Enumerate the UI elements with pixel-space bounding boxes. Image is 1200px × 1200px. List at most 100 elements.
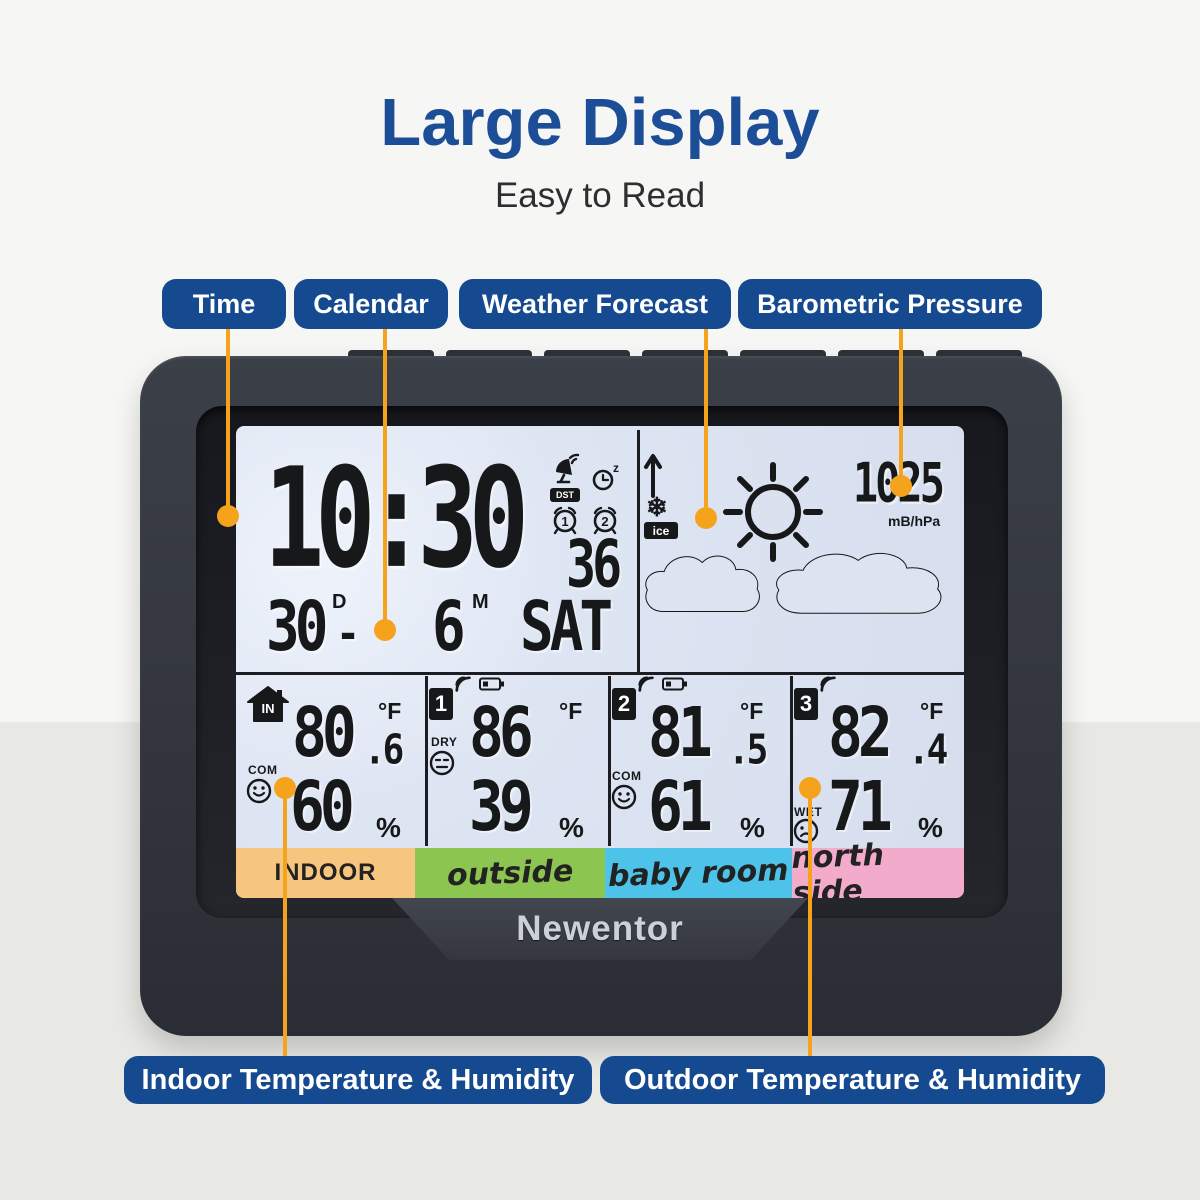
percent-sign: % bbox=[376, 812, 401, 843]
ice-badge: ice bbox=[644, 522, 678, 539]
connector-dot-forecast bbox=[695, 507, 717, 529]
temp-unit: °F bbox=[378, 698, 402, 724]
sensor-panel-channel-3: 3 82 °F .4 WET 71 % bbox=[790, 672, 964, 848]
sun-icon bbox=[723, 462, 823, 562]
connector-line-indoor bbox=[283, 788, 287, 1058]
temp-value: 82 bbox=[828, 692, 893, 773]
connector-dot-outdoor bbox=[799, 777, 821, 799]
cloud-icon bbox=[646, 556, 760, 611]
connector-dot-calendar bbox=[374, 619, 396, 641]
callout-time: Time bbox=[162, 279, 286, 329]
tag-baby-room-label: baby room bbox=[607, 852, 790, 894]
happy-face-icon bbox=[246, 778, 272, 804]
panel-divider bbox=[790, 676, 793, 846]
connector-line-time bbox=[226, 327, 230, 516]
page-subtitle: Easy to Read bbox=[494, 176, 706, 215]
page-title: Large Display bbox=[380, 85, 820, 160]
date-day-unit: D bbox=[332, 591, 347, 613]
trend-up-icon bbox=[644, 454, 662, 498]
battery-icon bbox=[479, 677, 504, 691]
humidity-value: 60 bbox=[290, 766, 355, 847]
date-month: 6 bbox=[432, 587, 466, 668]
pressure-value: 1025 bbox=[834, 455, 945, 511]
tag-indoor-label: INDOOR bbox=[274, 859, 377, 886]
connector-line-pressure bbox=[899, 327, 903, 486]
tag-indoor: INDOOR bbox=[236, 848, 415, 898]
rf-signal-icon bbox=[455, 676, 471, 692]
callout-barometric-pressure: Barometric Pressure bbox=[738, 279, 1042, 329]
alarm1-number: 1 bbox=[561, 514, 568, 529]
channel-badge: 1 bbox=[429, 688, 453, 720]
temp-decimal: .4 bbox=[908, 726, 948, 774]
battery-icon bbox=[662, 677, 687, 691]
temp-unit: °F bbox=[559, 698, 583, 724]
connector-dot-time bbox=[217, 505, 239, 527]
date-day: 30 bbox=[266, 587, 328, 668]
comfort-label: COM bbox=[612, 769, 642, 783]
callout-calendar: Calendar bbox=[294, 279, 448, 329]
neutral-face-icon bbox=[429, 750, 455, 776]
temp-value: 86 bbox=[469, 692, 534, 773]
percent-sign: % bbox=[740, 812, 765, 843]
percent-sign: % bbox=[559, 812, 584, 843]
callout-indoor-temp-humidity: Indoor Temperature & Humidity bbox=[124, 1056, 592, 1104]
in-label: IN bbox=[262, 701, 275, 716]
connector-line-calendar bbox=[383, 327, 387, 630]
temp-decimal: .6 bbox=[364, 726, 404, 774]
panel-divider bbox=[425, 676, 428, 846]
alarm1-icon: 1 bbox=[553, 506, 577, 535]
pressure-unit: mB/hPa bbox=[888, 513, 941, 529]
sensor-panel-channel-2: 2 81 °F .5 COM 61 % bbox=[608, 672, 790, 848]
sensor-panel-channel-1: 1 86 °F DRY 39 % bbox=[425, 672, 608, 848]
temp-value: 81 bbox=[648, 692, 713, 773]
humidity-value: 39 bbox=[469, 766, 534, 847]
horizontal-divider bbox=[236, 672, 964, 675]
time-display: 10:30 bbox=[264, 437, 529, 600]
house-in-icon: IN bbox=[247, 686, 289, 722]
date-weekday: SAT bbox=[520, 587, 613, 668]
humidity-value: 61 bbox=[648, 766, 713, 847]
temp-decimal: .5 bbox=[728, 726, 768, 774]
satellite-signal-icon bbox=[556, 453, 580, 484]
connector-line-outdoor bbox=[808, 788, 812, 1058]
label-strip: INDOOR outside baby room north side bbox=[236, 838, 964, 898]
temp-unit: °F bbox=[920, 698, 944, 724]
lcd-screen: 10:30 36 z DST 1 2 30 D - 6 M SAT bbox=[236, 426, 964, 898]
tag-baby-room: baby room bbox=[605, 848, 792, 898]
snooze-z-label: z bbox=[613, 461, 619, 475]
connector-dot-pressure bbox=[890, 475, 912, 497]
dst-badge: DST bbox=[550, 488, 580, 502]
alarm2-number: 2 bbox=[601, 514, 608, 529]
callout-weather-forecast: Weather Forecast bbox=[459, 279, 731, 329]
temp-unit: °F bbox=[740, 698, 764, 724]
clock-forecast-divider bbox=[637, 430, 640, 672]
channel-badge: 3 bbox=[794, 688, 818, 720]
sun-with-clouds-icon bbox=[638, 462, 948, 618]
callout-outdoor-temp-humidity: Outdoor Temperature & Humidity bbox=[600, 1056, 1105, 1104]
humidity-value: 71 bbox=[828, 766, 893, 847]
brand-plate: Newentor bbox=[392, 898, 808, 960]
snooze-icon: z bbox=[592, 461, 619, 491]
sensor-panel-indoor: IN 80 °F .6 COM 60 % bbox=[236, 672, 425, 848]
tag-north-side: north side bbox=[791, 838, 964, 898]
snowflake-icon: ❄ bbox=[646, 492, 668, 522]
brand-logo: Newentor bbox=[516, 909, 684, 948]
rf-signal-icon bbox=[820, 676, 836, 692]
tag-outside: outside bbox=[415, 848, 605, 898]
happy-face-icon bbox=[611, 784, 637, 810]
tag-outside-label: outside bbox=[446, 853, 574, 893]
date-month-unit: M bbox=[472, 591, 489, 613]
alarm2-icon: 2 bbox=[593, 506, 617, 535]
percent-sign: % bbox=[918, 812, 943, 843]
channel-badge: 2 bbox=[612, 688, 636, 720]
cloud-icon bbox=[777, 553, 941, 613]
rf-signal-icon bbox=[638, 676, 654, 692]
temp-value: 80 bbox=[292, 692, 357, 773]
comfort-label: COM bbox=[248, 763, 278, 777]
seconds-display: 36 bbox=[566, 526, 622, 603]
tag-north-side-label: north side bbox=[790, 837, 885, 898]
panel-divider bbox=[608, 676, 611, 846]
comfort-label: WET bbox=[794, 806, 822, 818]
connector-line-forecast bbox=[704, 327, 708, 518]
